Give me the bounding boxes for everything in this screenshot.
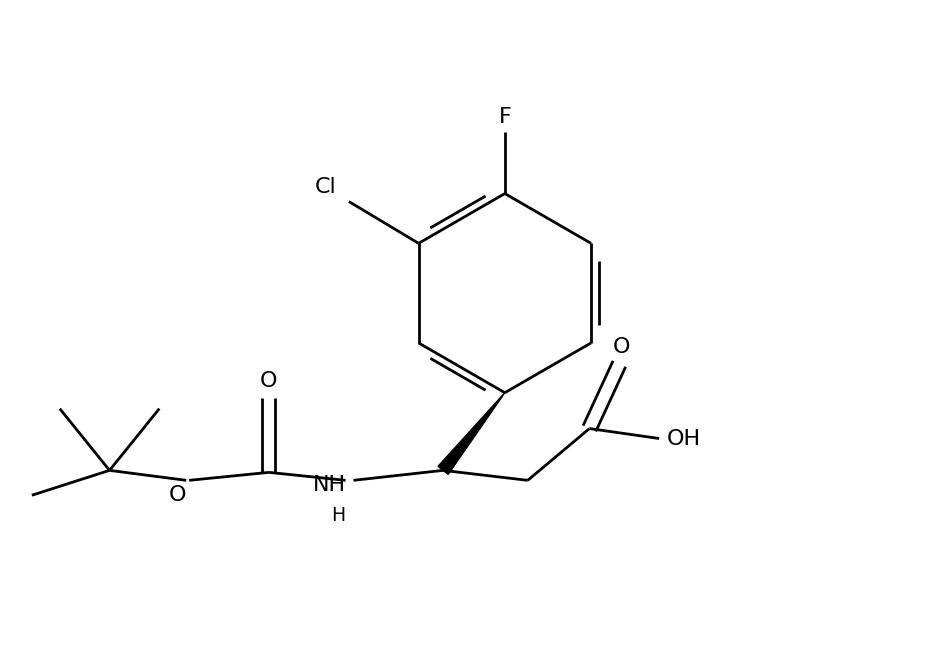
Text: H: H	[331, 505, 346, 525]
Text: O: O	[260, 371, 277, 391]
Text: NH: NH	[312, 475, 346, 495]
Text: O: O	[168, 485, 186, 505]
Text: O: O	[613, 337, 631, 357]
Polygon shape	[438, 393, 505, 474]
Text: Cl: Cl	[315, 176, 337, 196]
Text: OH: OH	[667, 428, 701, 448]
Text: F: F	[498, 107, 512, 127]
